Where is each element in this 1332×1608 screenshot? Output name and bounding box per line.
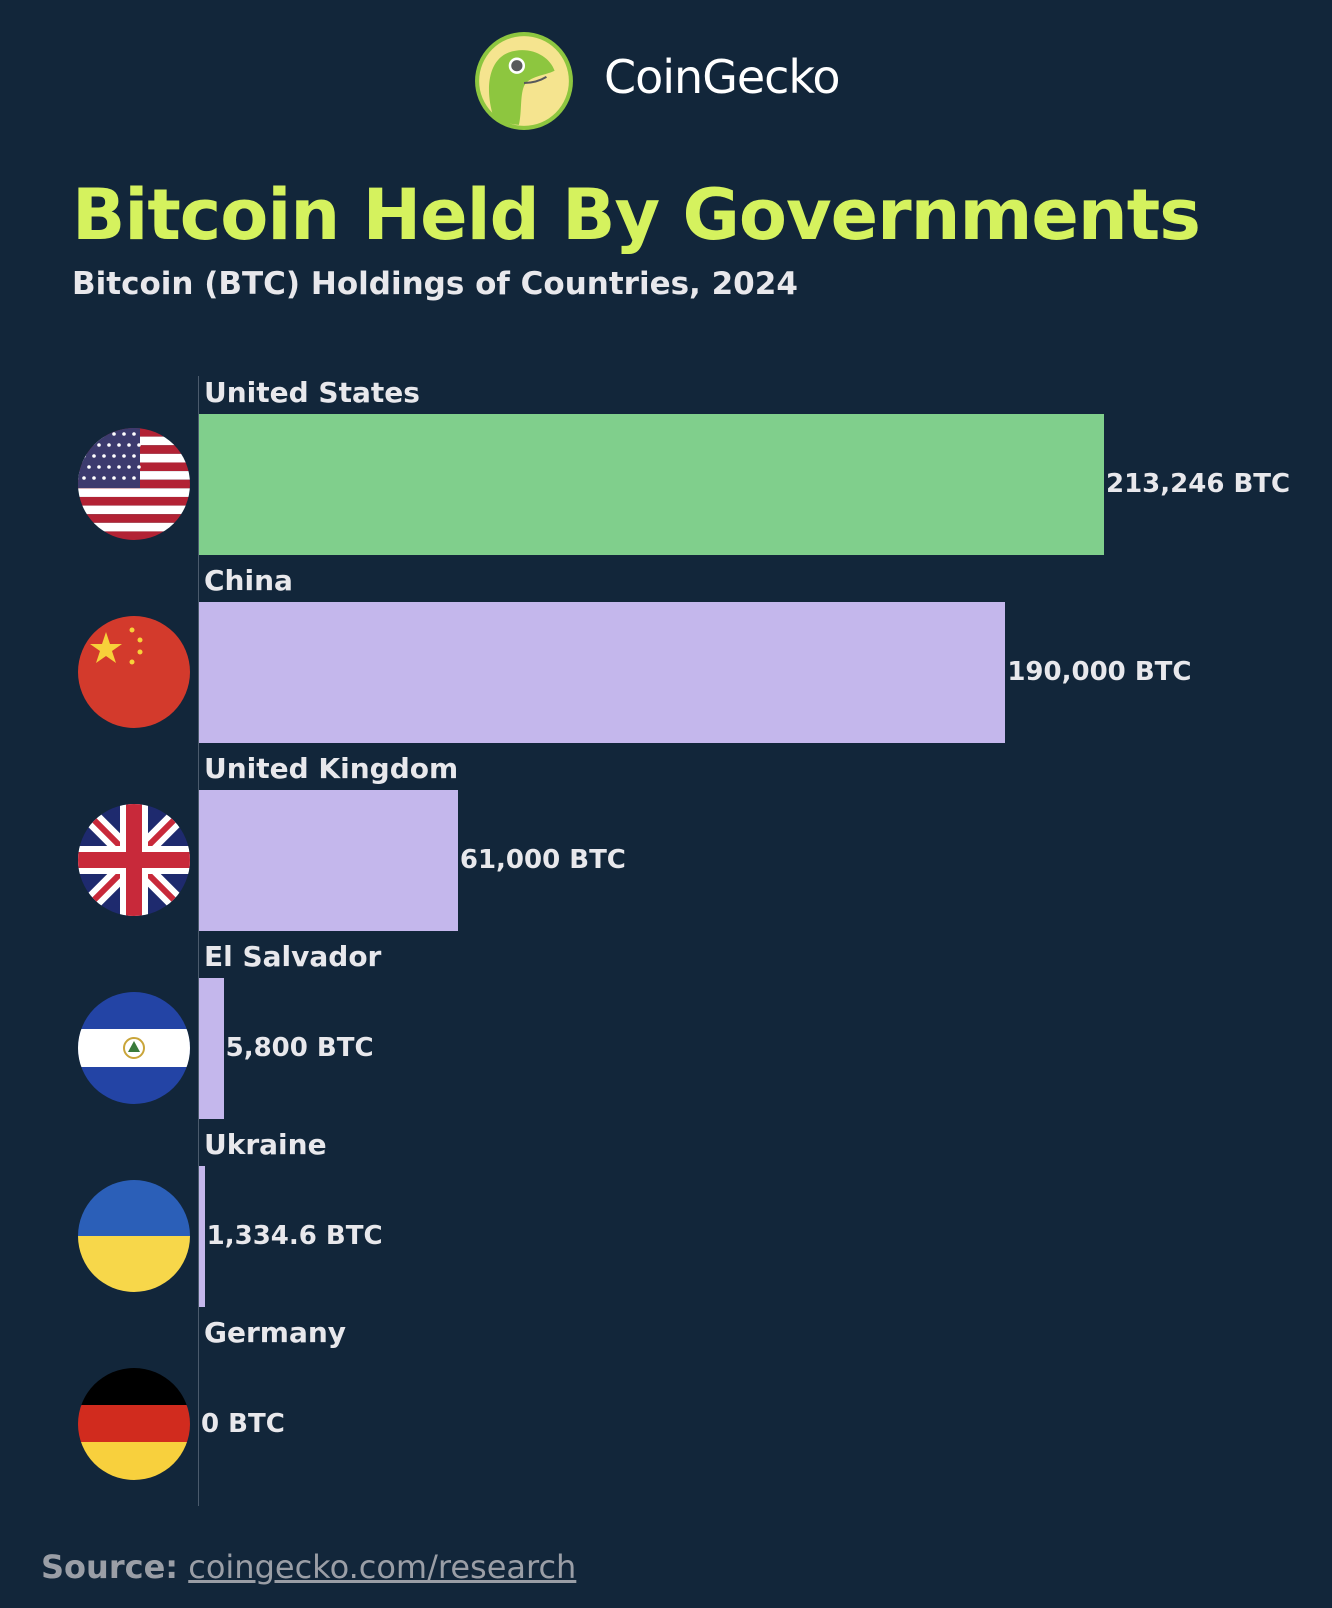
bar — [199, 1166, 205, 1307]
category-label: El Salvador — [204, 940, 382, 973]
germany-flag-icon — [78, 1368, 190, 1480]
category-label: United States — [204, 376, 420, 409]
bar — [199, 602, 1006, 743]
category-label: Germany — [204, 1316, 347, 1349]
coingecko-logo-icon — [475, 32, 573, 130]
value-label: 61,000 BTC — [459, 845, 626, 875]
chart-title: Bitcoin Held By Governments — [72, 174, 1201, 256]
value-label: 0 BTC — [201, 1409, 285, 1439]
value-label: 5,800 BTC — [225, 1033, 374, 1063]
value-label: 213,246 BTC — [1106, 469, 1291, 499]
category-label: China — [204, 564, 293, 597]
source-note: Source: coingecko.com/research — [41, 1548, 576, 1586]
value-label: 1,334.6 BTC — [206, 1221, 383, 1251]
value-label: 190,000 BTC — [1007, 657, 1192, 687]
y-axis-line — [198, 376, 199, 1506]
ukraine-flag-icon — [78, 1180, 190, 1292]
category-label: Ukraine — [204, 1128, 327, 1161]
bar — [199, 978, 224, 1119]
source-link[interactable]: coingecko.com/research — [188, 1548, 577, 1586]
bar — [199, 414, 1104, 555]
brand-name: CoinGecko — [604, 50, 841, 104]
category-label: United Kingdom — [204, 752, 459, 785]
chart-subtitle: Bitcoin (BTC) Holdings of Countries, 202… — [72, 266, 798, 302]
us-flag-icon — [78, 428, 190, 540]
bar — [199, 790, 458, 931]
el-salvador-flag-icon — [78, 992, 190, 1104]
china-flag-icon — [78, 616, 190, 728]
source-label: Source: — [41, 1548, 179, 1586]
uk-flag-icon — [78, 804, 190, 916]
